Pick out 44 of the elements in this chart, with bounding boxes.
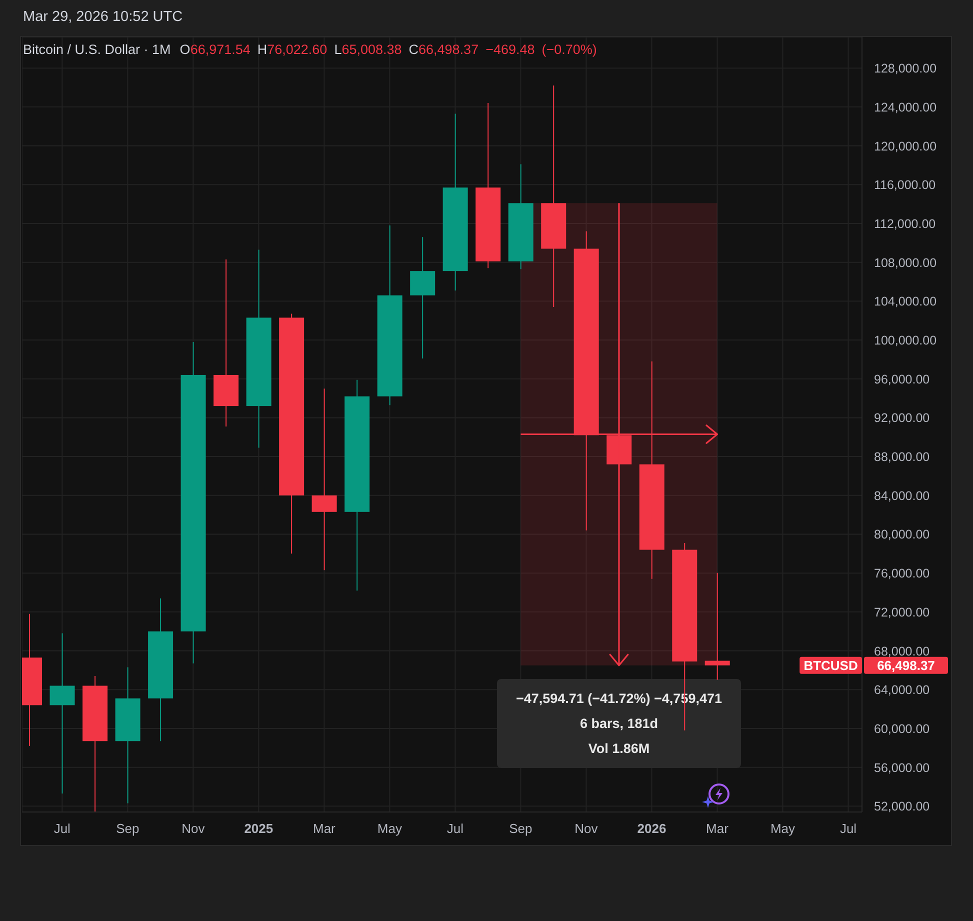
- x-tick-label: 2026: [637, 821, 666, 836]
- y-tick-label: 88,000.00: [874, 450, 930, 464]
- x-tick-label: Nov: [182, 821, 206, 836]
- y-tick-label: 76,000.00: [874, 566, 930, 581]
- y-tick-label: 100,000.00: [874, 334, 937, 348]
- x-tick-label: Jul: [446, 821, 464, 836]
- y-tick-label: 84,000.00: [874, 488, 930, 503]
- y-tick-label: 64,000.00: [874, 683, 930, 698]
- annotation: Vol 1.86M: [588, 741, 650, 756]
- y-tick-label: 80,000.00: [874, 528, 930, 542]
- x-tick-label: May: [770, 821, 796, 836]
- candlestick: [312, 388, 337, 571]
- annotation: 6 bars, 181d: [580, 716, 658, 732]
- x-tick-label: May: [377, 821, 402, 836]
- y-tick-label: 68,000.00: [874, 644, 930, 658]
- y-tick-label: 72,000.00: [874, 605, 930, 620]
- y-tick-label: 116,000.00: [874, 178, 936, 192]
- y-tick-label: 120,000.00: [874, 139, 937, 154]
- chart-title: Bitcoin / U.S. Dollar · 1M: [23, 42, 171, 57]
- y-tick-label: 60,000.00: [874, 722, 930, 736]
- price-tag: BTCUSD: [800, 656, 862, 674]
- y-tick-label: 128,000.00: [874, 62, 937, 76]
- text: Mar 29, 2026 10:52 UTC: [23, 9, 183, 25]
- x-tick-label: Jul: [54, 821, 71, 836]
- x-tick-label: Jul: [840, 821, 857, 836]
- y-tick-label: 104,000.00: [874, 294, 937, 309]
- candlestick: [50, 632, 75, 794]
- x-tick-label: Mar: [706, 821, 730, 836]
- x-tick-label: Sep: [116, 821, 140, 836]
- y-tick-label: 52,000.00: [874, 800, 930, 814]
- x-tick-label: Sep: [509, 821, 532, 836]
- y-tick-label: 108,000.00: [874, 256, 937, 270]
- annotation: BTCUSD: [804, 658, 858, 673]
- y-tick-label: 96,000.00: [874, 372, 930, 386]
- x-tick-label: Nov: [574, 821, 598, 836]
- y-tick-label: 92,000.00: [874, 411, 930, 426]
- x-tick-label: Mar: [312, 821, 336, 836]
- annotation: O66,971.54 H76,022.60 L65,008.38 C66,498.37 −469.48 (−0.70%): [180, 42, 597, 57]
- y-tick-label: 56,000.00: [874, 760, 930, 775]
- x-tick-label: 2025: [244, 821, 274, 836]
- y-tick-label: 112,000.00: [874, 216, 936, 231]
- price-tag: 66,498.37: [864, 656, 948, 674]
- candlestick: [704, 572, 730, 680]
- y-tick-label: 124,000.00: [874, 100, 937, 114]
